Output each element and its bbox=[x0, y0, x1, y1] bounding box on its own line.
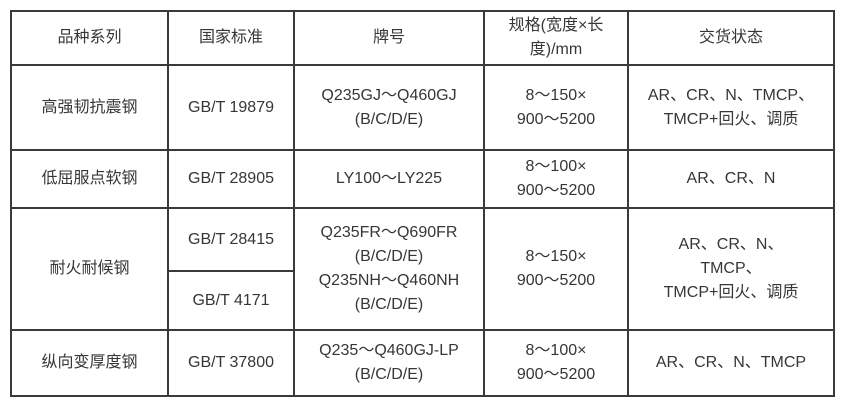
spec-line: 900～5200 bbox=[516, 366, 596, 383]
cell-standard: GB/T 19879 bbox=[167, 64, 295, 151]
steel-products-table: 品种系列 国家标准 牌号 规格(宽度×长 度)/mm 交货状态 高强韧抗震钢 G… bbox=[10, 10, 835, 397]
delivery-line: AR、CR、N、 bbox=[678, 236, 784, 253]
spec-line: 8～100× bbox=[525, 158, 587, 175]
header-row: 品种系列 国家标准 牌号 规格(宽度×长 度)/mm 交货状态 bbox=[10, 10, 835, 66]
spec-line: 8～150× bbox=[525, 248, 587, 265]
grade-line: (B/C/D/E) bbox=[354, 110, 424, 128]
cell-delivery: AR、CR、N、TMCP bbox=[627, 329, 835, 397]
cell-standard: GB/T 28415 bbox=[167, 207, 295, 272]
cell-spec: 8～150× 900～5200 bbox=[483, 207, 629, 331]
cell-spec: 8～100× 900～5200 bbox=[483, 149, 629, 209]
spec-line: 8～100× bbox=[525, 342, 587, 359]
cell-grade: Q235FR～Q690FR (B/C/D/E) Q235NH～Q460NH (B… bbox=[293, 207, 485, 331]
grade-line: Q235NH～Q460NH bbox=[318, 272, 460, 289]
table-row: 高强韧抗震钢 GB/T 19879 Q235GJ～Q460GJ (B/C/D/E… bbox=[10, 64, 835, 151]
header-cell-series: 品种系列 bbox=[10, 10, 169, 66]
delivery-line: TMCP+回火、调质 bbox=[663, 284, 799, 301]
cell-spec: 8～100× 900～5200 bbox=[483, 329, 629, 397]
cell-delivery: AR、CR、N bbox=[627, 149, 835, 209]
grade-line: Q235GJ～Q460GJ bbox=[321, 86, 457, 104]
cell-grade: LY100～LY225 bbox=[293, 149, 485, 209]
header-spec-line-1: 规格(宽度×长 bbox=[508, 17, 604, 34]
spec-line: 900～5200 bbox=[516, 110, 596, 128]
table-row: 耐火耐候钢 GB/T 28415 Q235FR～Q690FR (B/C/D/E)… bbox=[10, 207, 835, 331]
cell-series: 耐火耐候钢 bbox=[10, 207, 169, 331]
table-row: GB/T 4171 bbox=[11, 270, 834, 331]
header-cell-delivery: 交货状态 bbox=[627, 10, 835, 66]
cell-grade: Q235～Q460GJ-LP (B/C/D/E) bbox=[293, 329, 485, 397]
header-cell-grade: 牌号 bbox=[293, 10, 485, 66]
header-spec-line-2: 度)/mm bbox=[529, 41, 583, 58]
cell-series: 纵向变厚度钢 bbox=[10, 329, 169, 397]
grade-line: Q235～Q460GJ-LP bbox=[319, 342, 459, 359]
cell-series: 低屈服点软钢 bbox=[10, 149, 169, 209]
cell-delivery: AR、CR、N、 TMCP、 TMCP+回火、调质 bbox=[627, 207, 835, 331]
cell-delivery: AR、CR、N、TMCP、 TMCP+回火、调质 bbox=[627, 64, 835, 151]
table-row: 纵向变厚度钢 GB/T 37800 Q235～Q460GJ-LP (B/C/D/… bbox=[10, 329, 835, 397]
cell-standard: GB/T 28905 bbox=[167, 149, 295, 209]
header-cell-spec: 规格(宽度×长 度)/mm bbox=[483, 10, 629, 66]
cell-standard: GB/T 37800 bbox=[167, 329, 295, 397]
delivery-line: TMCP、 bbox=[700, 260, 762, 277]
cell-spec: 8～150× 900～5200 bbox=[483, 64, 629, 151]
cell-grade: Q235GJ～Q460GJ (B/C/D/E) bbox=[293, 64, 485, 151]
spec-line: 900～5200 bbox=[516, 272, 596, 289]
grade-line: (B/C/D/E) bbox=[354, 296, 424, 313]
grade-line: (B/C/D/E) bbox=[354, 248, 424, 265]
spec-line: 8～150× bbox=[525, 86, 587, 104]
header-cell-standard: 国家标准 bbox=[167, 10, 295, 66]
cell-series: 高强韧抗震钢 bbox=[10, 64, 169, 151]
table-row: 低屈服点软钢 GB/T 28905 LY100～LY225 8～100× 900… bbox=[10, 149, 835, 209]
delivery-line: AR、CR、N、TMCP、 bbox=[647, 86, 815, 104]
grade-line: Q235FR～Q690FR bbox=[320, 224, 458, 241]
delivery-line: TMCP+回火、调质 bbox=[663, 110, 799, 128]
spec-line: 900～5200 bbox=[516, 182, 596, 199]
grade-line: (B/C/D/E) bbox=[354, 366, 424, 383]
cell-standard: GB/T 4171 bbox=[167, 270, 295, 331]
